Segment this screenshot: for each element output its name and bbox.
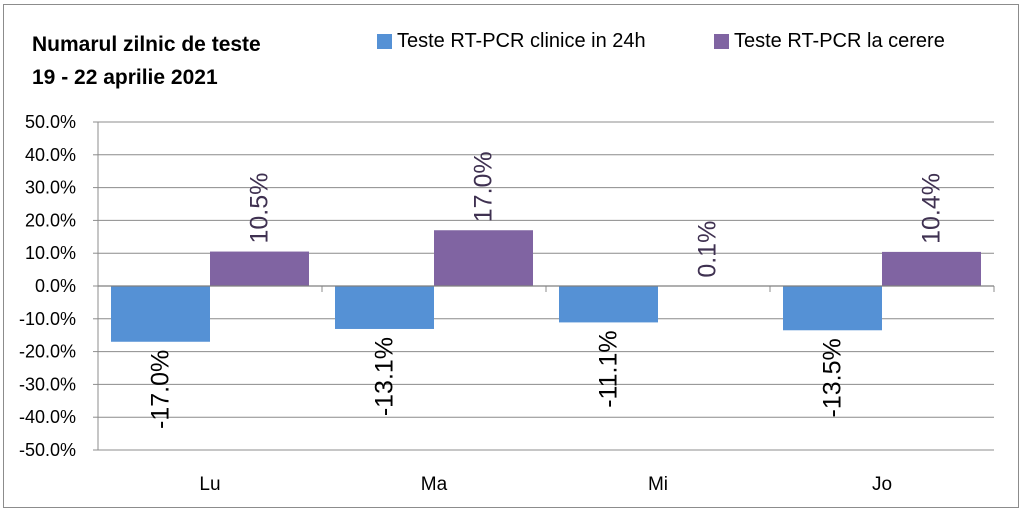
- chart-title: Numarul zilnic de teste 19 - 22 aprilie …: [32, 28, 261, 94]
- y-tick-label: -10.0%: [19, 309, 76, 329]
- y-tick-label: 50.0%: [25, 112, 76, 132]
- chart-title-line-1: Numarul zilnic de teste: [32, 33, 261, 56]
- legend-label-clinice: Teste RT-PCR clinice in 24h: [397, 30, 646, 52]
- x-category-label: Mi: [648, 474, 668, 495]
- x-category-label: Lu: [199, 474, 220, 495]
- legend-label-cerere: Teste RT-PCR la cerere: [734, 30, 945, 52]
- y-tick-label: -40.0%: [19, 407, 76, 427]
- data-label: 0.1%: [694, 221, 722, 278]
- bar-cerere-jo: [882, 251, 981, 286]
- bar-clinice-ma: [335, 286, 434, 329]
- data-label: -13.5%: [819, 338, 847, 417]
- y-tick-label: 0.0%: [35, 276, 76, 296]
- y-tick-label: 10.0%: [25, 243, 76, 263]
- data-label: 10.5%: [246, 173, 274, 244]
- bar-cerere-lu: [210, 251, 309, 286]
- legend-item-cerere: Teste RT-PCR la cerere: [714, 30, 945, 53]
- legend-swatch-cerere: [714, 34, 729, 49]
- y-tick-label: 20.0%: [25, 210, 76, 230]
- y-tick-label: -20.0%: [19, 342, 76, 362]
- legend-swatch-clinice: [377, 34, 392, 49]
- bar-clinice-lu: [111, 286, 210, 342]
- chart-legend: Teste RT-PCR clinice in 24h Teste RT-PCR…: [0, 30, 1024, 56]
- x-category-label: Ma: [421, 474, 448, 495]
- data-label: 10.4%: [918, 173, 946, 244]
- data-label: -13.1%: [371, 337, 399, 416]
- bar-clinice-mi: [559, 286, 658, 323]
- chart-title-line-2: 19 - 22 aprilie 2021: [32, 66, 218, 89]
- y-tick-label: -30.0%: [19, 374, 76, 394]
- y-tick-label: 40.0%: [25, 145, 76, 165]
- legend-item-clinice: Teste RT-PCR clinice in 24h: [377, 30, 646, 53]
- x-category-label: Jo: [872, 474, 892, 495]
- y-tick-label: 30.0%: [25, 178, 76, 198]
- y-tick-label: -50.0%: [19, 440, 76, 460]
- bar-clinice-jo: [783, 286, 882, 331]
- bar-cerere-ma: [434, 230, 533, 286]
- data-label: 17.0%: [470, 151, 498, 222]
- data-label: -11.1%: [595, 330, 623, 407]
- data-label: -17.0%: [147, 350, 175, 429]
